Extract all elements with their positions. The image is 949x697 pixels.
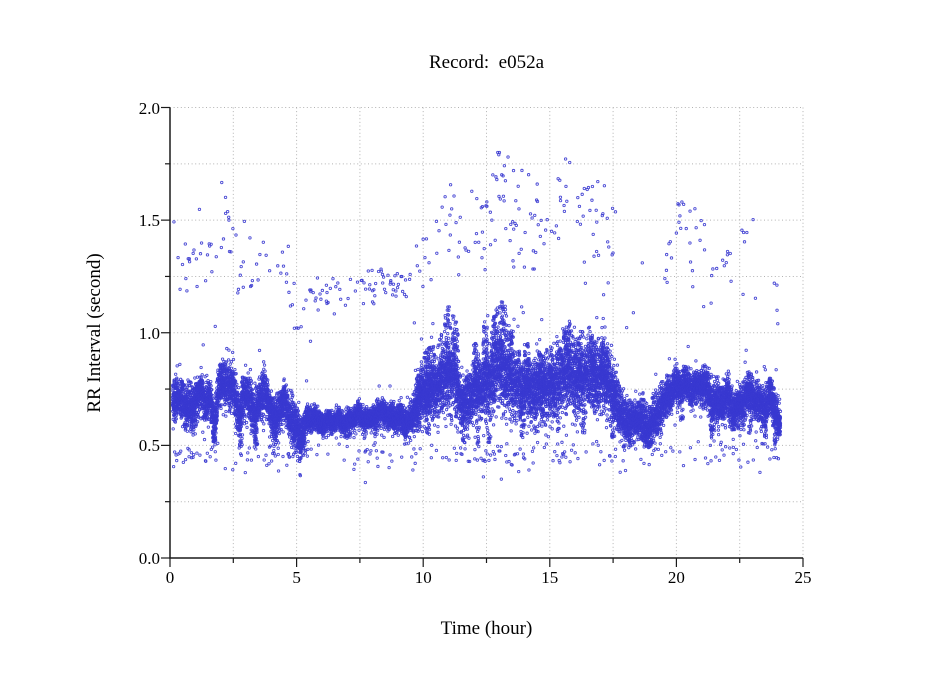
x-tick-label: 20: [667, 568, 685, 587]
y-tick-label: 0.0: [138, 549, 160, 568]
x-axis-title: Time (hour): [440, 618, 533, 639]
x-tick-label: 5: [292, 568, 301, 587]
chart-title: Record: e052a: [428, 52, 544, 73]
y-tick-label: 1.5: [138, 211, 160, 231]
x-tick-label: 10: [414, 568, 432, 587]
x-tick-label: 0: [165, 568, 175, 587]
x-tick-label: 15: [541, 568, 559, 587]
x-tick-label: 25: [794, 568, 812, 587]
y-axis-title: RR Interval (second): [84, 253, 105, 413]
y-tick-label: 2.0: [138, 98, 160, 118]
y-tick-label: 0.5: [138, 436, 160, 456]
y-tick-label: 1.0: [138, 323, 160, 343]
